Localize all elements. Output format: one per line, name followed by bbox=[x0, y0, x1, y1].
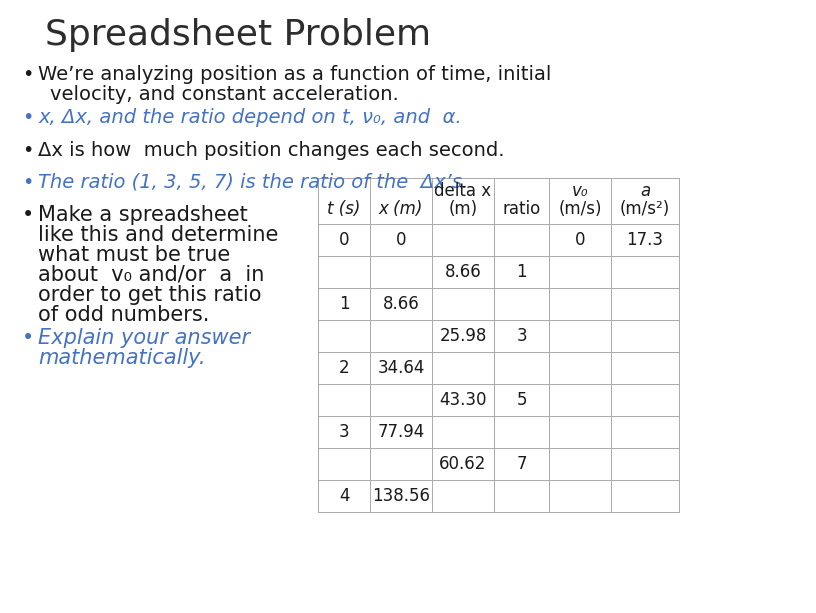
Text: velocity, and constant acceleration.: velocity, and constant acceleration. bbox=[50, 85, 399, 104]
Text: delta x: delta x bbox=[434, 182, 491, 200]
Text: mathematically.: mathematically. bbox=[38, 348, 206, 368]
Text: 25.98: 25.98 bbox=[439, 327, 486, 345]
Text: •: • bbox=[22, 65, 33, 84]
Text: Explain your answer: Explain your answer bbox=[38, 328, 251, 348]
Text: 34.64: 34.64 bbox=[377, 359, 424, 377]
Text: 0: 0 bbox=[574, 231, 585, 249]
Text: 17.3: 17.3 bbox=[627, 231, 663, 249]
Text: 5: 5 bbox=[517, 391, 527, 409]
Text: 2: 2 bbox=[339, 359, 349, 377]
Text: •: • bbox=[22, 328, 34, 348]
Text: about  v₀ and/or  a  in: about v₀ and/or a in bbox=[38, 265, 264, 285]
Text: The ratio (1, 3, 5, 7) is the ratio of the  Δx’s.: The ratio (1, 3, 5, 7) is the ratio of t… bbox=[38, 173, 468, 192]
Text: what must be true: what must be true bbox=[38, 245, 230, 265]
Text: 1: 1 bbox=[517, 263, 527, 281]
Text: order to get this ratio: order to get this ratio bbox=[38, 285, 261, 305]
Text: (m/s): (m/s) bbox=[558, 200, 601, 218]
Text: (m): (m) bbox=[449, 200, 477, 218]
Text: ratio: ratio bbox=[503, 200, 541, 218]
Text: 3: 3 bbox=[517, 327, 527, 345]
Text: We’re analyzing position as a function of time, initial: We’re analyzing position as a function o… bbox=[38, 65, 552, 84]
Text: 77.94: 77.94 bbox=[377, 423, 424, 441]
Text: a: a bbox=[640, 182, 650, 200]
Text: 60.62: 60.62 bbox=[439, 455, 486, 473]
Text: 1: 1 bbox=[339, 295, 349, 313]
Text: 4: 4 bbox=[339, 487, 349, 505]
Text: Make a spreadsheet: Make a spreadsheet bbox=[38, 205, 248, 225]
Text: t (s): t (s) bbox=[327, 200, 361, 218]
Text: •: • bbox=[22, 141, 33, 160]
Text: Δx is how  much position changes each second.: Δx is how much position changes each sec… bbox=[38, 141, 504, 160]
Text: x (m): x (m) bbox=[379, 200, 424, 218]
Text: 0: 0 bbox=[396, 231, 406, 249]
Text: •: • bbox=[22, 173, 33, 192]
Text: 8.66: 8.66 bbox=[383, 295, 419, 313]
Text: Spreadsheet Problem: Spreadsheet Problem bbox=[45, 18, 431, 52]
Text: (m/s²): (m/s²) bbox=[620, 200, 670, 218]
Text: 7: 7 bbox=[517, 455, 527, 473]
Text: 43.30: 43.30 bbox=[439, 391, 487, 409]
Text: •: • bbox=[22, 108, 33, 127]
Text: 8.66: 8.66 bbox=[445, 263, 481, 281]
Text: •: • bbox=[22, 205, 34, 225]
Text: 138.56: 138.56 bbox=[372, 487, 430, 505]
Text: 0: 0 bbox=[339, 231, 349, 249]
Text: x, Δx, and the ratio depend on t, ν₀, and  α.: x, Δx, and the ratio depend on t, ν₀, an… bbox=[38, 108, 462, 127]
Text: 3: 3 bbox=[339, 423, 349, 441]
Text: v₀: v₀ bbox=[572, 182, 588, 200]
Text: like this and determine: like this and determine bbox=[38, 225, 278, 245]
Text: of odd numbers.: of odd numbers. bbox=[38, 305, 210, 325]
